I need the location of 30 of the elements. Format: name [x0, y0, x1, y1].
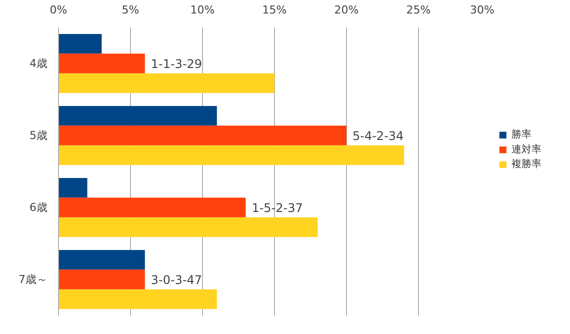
annotation: 1-5-2-37	[252, 201, 303, 215]
x-tick-label: 0%	[50, 4, 68, 16]
x-tick-label: 5%	[122, 4, 140, 16]
x-tick-label: 25%	[406, 4, 431, 16]
x-tick-label: 30%	[470, 4, 495, 16]
x-tick-label: 20%	[334, 4, 359, 16]
bar	[58, 217, 318, 238]
y-tick-label: 4歳	[30, 57, 48, 70]
bar	[58, 34, 102, 54]
bar	[58, 106, 217, 126]
bar	[58, 250, 145, 270]
annotation: 3-0-3-47	[150, 273, 202, 287]
y-tick-label: 6歳	[30, 201, 48, 214]
legend-label: 複勝率	[511, 158, 542, 170]
x-tick-label: 10%	[190, 4, 215, 16]
bar	[58, 289, 217, 310]
bar	[58, 54, 145, 74]
annotation: 1-1-3-29	[150, 57, 202, 71]
bar	[58, 145, 404, 166]
legend-label: 勝率	[511, 128, 532, 141]
bar	[58, 73, 274, 94]
y-tick-label: 7歳～	[18, 273, 48, 286]
bar	[58, 270, 145, 290]
bar	[58, 198, 246, 218]
bar	[58, 126, 346, 146]
x-tick-label: 15%	[262, 4, 287, 16]
bar	[58, 178, 88, 198]
legend-label: 連対率	[511, 143, 542, 156]
y-tick-label: 5歳	[30, 129, 48, 142]
annotation: 5-4-2-34	[352, 129, 404, 143]
